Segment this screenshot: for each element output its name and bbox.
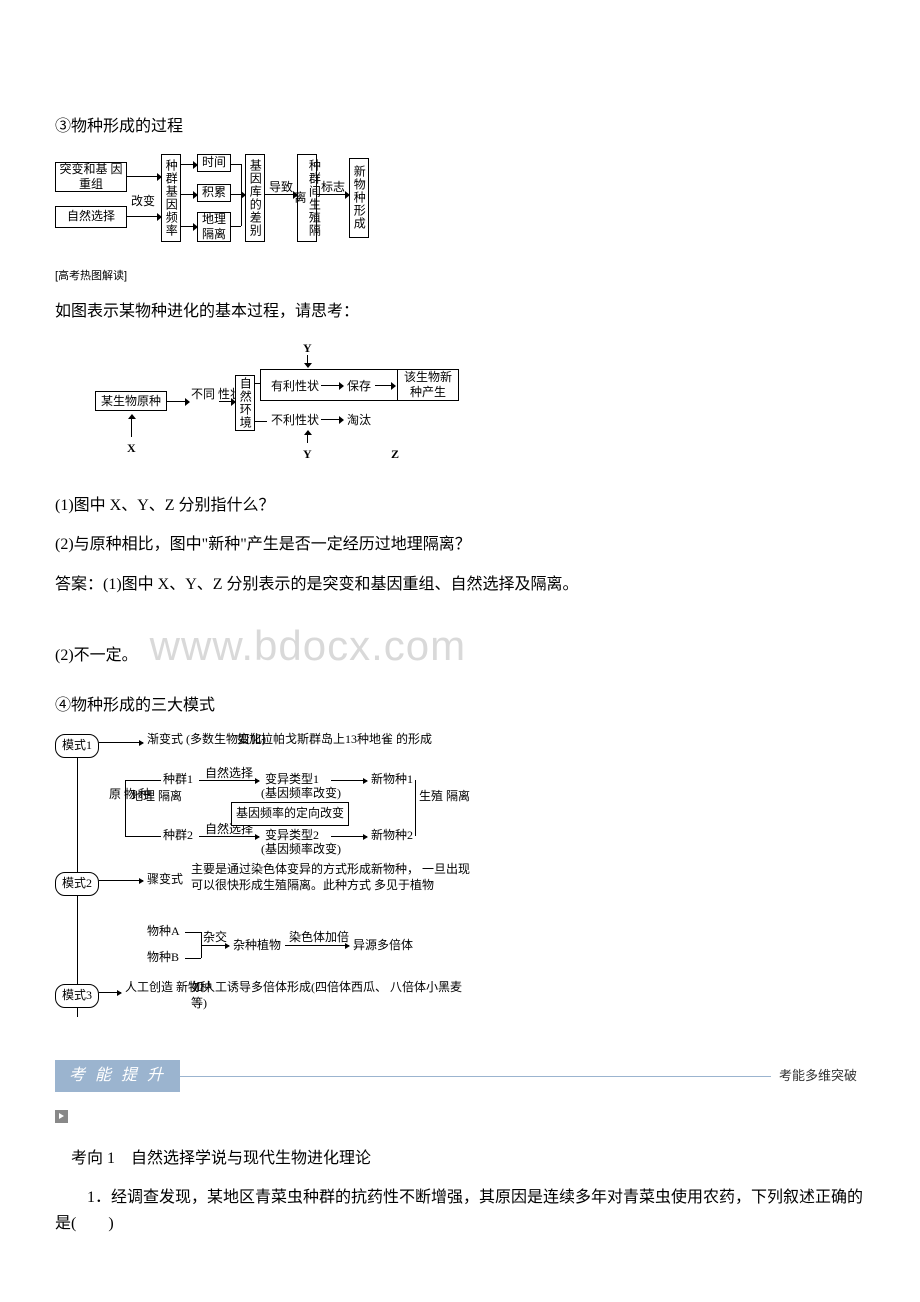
line <box>231 164 241 165</box>
vbox-freq: 种群基因频率 <box>161 154 181 242</box>
arrow <box>231 194 245 195</box>
m1-sel1: 自然选择 <box>205 766 253 782</box>
m2-desc: 主要是通过染色体变异的方式形成新物种， 一旦出现可以很快形成生殖隔离。此种方式 … <box>191 862 481 893</box>
arrow <box>375 385 395 386</box>
question-1: 1．经调查发现，某地区青菜虫种群的抗药性不断增强，其原因是连续多年对青菜虫使用农… <box>55 1185 865 1236</box>
diagram-species-formation: 突变和基 因重组 自然选择 改变 种群基因频率 时间 积累 地理 隔离 基因库的… <box>55 154 865 254</box>
m2-hyb: 杂种植物 <box>233 938 281 954</box>
q2: (2)与原种相比，图中"新种"产生是否一定经历过地理隔离？ <box>55 532 865 558</box>
m1-freq1: (基因频率改变) <box>261 786 341 802</box>
pill-mode2: 模式2 <box>55 872 99 895</box>
m1-eg: 如加拉帕戈斯群岛上13种地雀 的形成 <box>237 732 432 748</box>
box-new: 该生物新 种产生 <box>397 369 459 401</box>
intro-q: 如图表示某物种进化的基本过程，请思考： <box>55 299 865 325</box>
m1-freq2: (基因频率改变) <box>261 842 341 858</box>
label-x: X <box>127 439 136 458</box>
a1: 答案：(1)图中 X、Y、Z 分别表示的是突变和基因重组、自然选择及隔离。 <box>55 572 865 598</box>
arrow <box>219 401 235 402</box>
vbox-new: 新物种形成 <box>349 158 369 238</box>
watermark: www.bdocx.com <box>150 612 466 679</box>
arrow <box>127 216 161 217</box>
diagram-evolution-process: 某生物原种 不同 性状 自然环境 有利性状 保存 该生物新 种产生 不利性状 淘… <box>55 339 865 479</box>
a2-text: (2)不一定。 <box>55 647 138 664</box>
lbl-mark: 标志 <box>321 178 345 197</box>
m1-pop2: 种群2 <box>163 828 193 844</box>
lbl-cause: 导致 <box>269 178 293 197</box>
box-origin: 某生物原种 <box>95 391 167 411</box>
play-icon <box>55 1110 68 1123</box>
m1-pop1: 种群1 <box>163 772 193 788</box>
arrow <box>321 419 343 420</box>
line <box>255 421 267 422</box>
box-mutation: 突变和基 因重组 <box>55 162 127 192</box>
arrow <box>307 355 308 367</box>
box-geo: 地理 隔离 <box>197 212 231 242</box>
arrow <box>181 194 197 195</box>
m1-dir: 基因频率的定向改变 <box>231 802 349 825</box>
m1-iso: 生殖 隔离 <box>419 790 470 803</box>
play-row <box>55 1106 865 1132</box>
sub-heading: [高考热图解读] <box>55 268 865 286</box>
m2-b: 物种B <box>147 950 179 966</box>
box-selection: 自然选择 <box>55 206 127 228</box>
m2-a: 物种A <box>147 924 180 940</box>
heading-4: ④物种形成的三大模式 <box>55 693 865 719</box>
lbl-change: 改变 <box>131 192 155 211</box>
m2-top: 骤变式 <box>147 872 183 888</box>
vbox-genepool: 基因库的差别 <box>245 154 265 242</box>
arrow <box>307 431 308 443</box>
a2: (2)不一定。 www.bdocx.com <box>55 612 865 679</box>
arrow <box>131 415 132 437</box>
arrow <box>181 226 197 227</box>
arrow <box>127 176 161 177</box>
bar-left: 考 能 提 升 <box>55 1060 180 1092</box>
m1-geo: 地理 隔离 <box>131 790 182 803</box>
label-y-bottom: Y <box>303 445 312 464</box>
txt-keep: 保存 <box>347 377 371 396</box>
m3-eg: 如人工诱导多倍体形成(四倍体西瓜、 八倍体小黑麦等) <box>191 980 471 1011</box>
m1-new1: 新物种1 <box>371 772 413 788</box>
txt-fav: 有利性状 <box>271 377 319 396</box>
diagram-three-modes: 模式1 渐变式 (多数生物变化) 如加拉帕戈斯群岛上13种地雀 的形成 原 物 … <box>55 732 865 1042</box>
pill-mode3: 模式3 <box>55 984 99 1007</box>
m1-new2: 新物种2 <box>371 828 413 844</box>
pill-mode1: 模式1 <box>55 734 99 757</box>
section-bar: 考 能 提 升 考能多维突破 <box>55 1060 865 1092</box>
bar-line <box>180 1076 771 1077</box>
heading-3: ③物种形成的过程 <box>55 114 865 140</box>
q1: (1)图中 X、Y、Z 分别指什么？ <box>55 493 865 519</box>
vbox-iso: 种群间生殖隔离 <box>297 154 317 242</box>
m2-cross: 杂交 <box>203 930 227 946</box>
vbox-env: 自然环境 <box>235 375 255 431</box>
kao-heading: 考向 1 自然选择学说与现代生物进化理论 <box>55 1146 865 1172</box>
m2-dbl: 染色体加倍 <box>289 930 349 946</box>
arrow <box>167 401 189 402</box>
m2-poly: 异源多倍体 <box>353 938 413 954</box>
arrow <box>181 164 197 165</box>
box-time: 时间 <box>197 154 231 172</box>
label-z: Z <box>391 445 399 464</box>
txt-unfav: 不利性状 <box>271 411 319 430</box>
line <box>231 226 241 227</box>
bar-right: 考能多维突破 <box>771 1066 865 1087</box>
line <box>241 164 242 226</box>
box-accum: 积累 <box>197 184 231 202</box>
txt-elim: 淘汰 <box>347 411 371 430</box>
arrow <box>321 385 343 386</box>
